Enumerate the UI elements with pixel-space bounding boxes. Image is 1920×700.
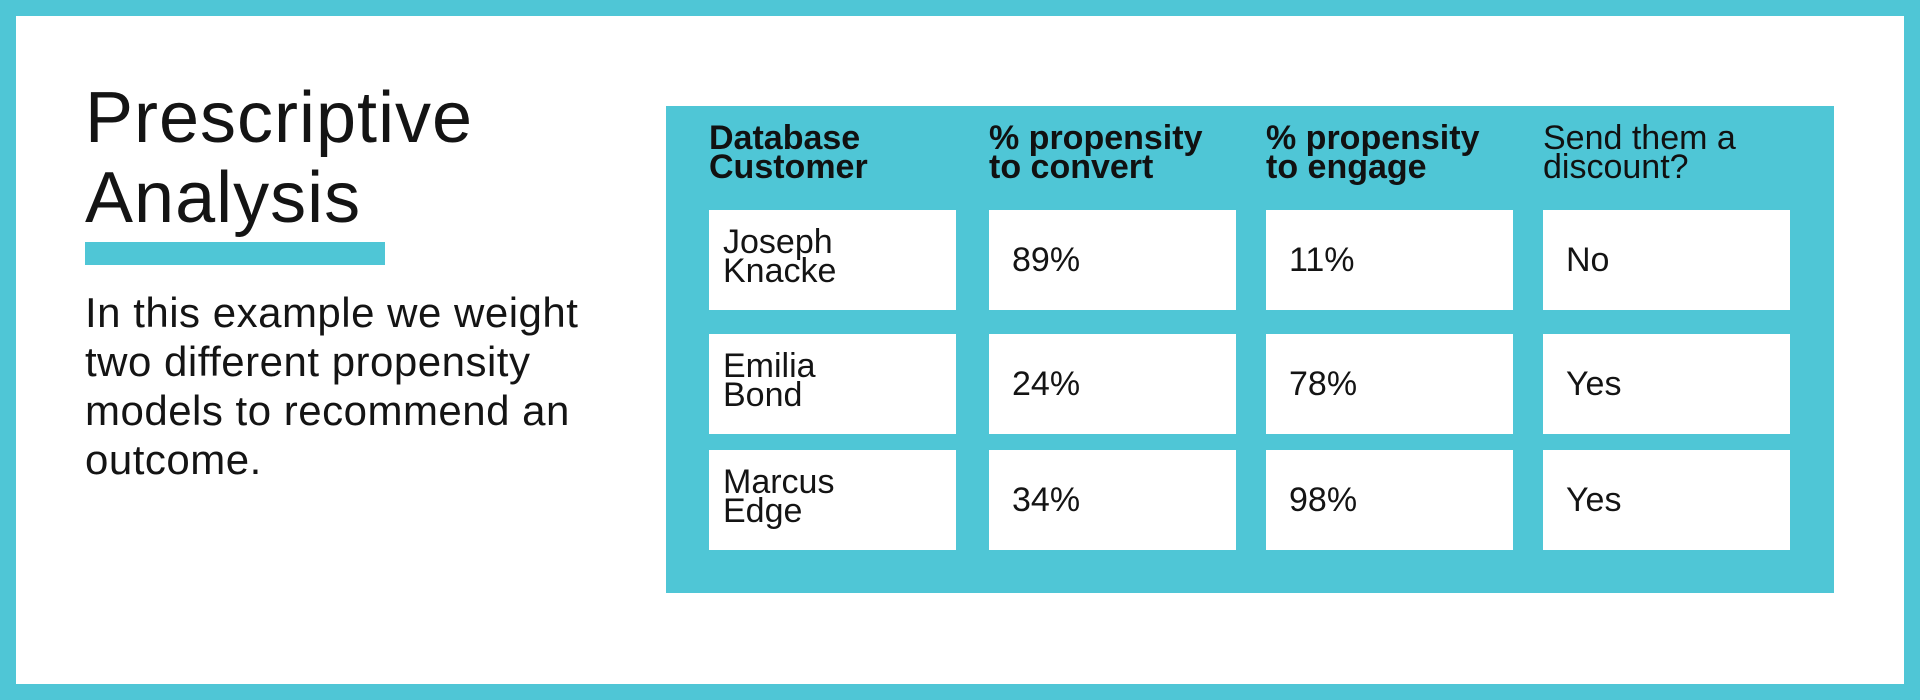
customer-last-name: Knacke [723,252,837,290]
slide-title: Prescriptive Analysis [85,78,473,238]
customer-last-name: Edge [723,492,803,530]
title-line-1: Prescriptive [85,78,474,158]
engage-cell: 98% [1266,450,1513,550]
convert-value: 34% [1012,480,1081,519]
customer-first-name: Marcus [723,463,835,501]
discount-value: Yes [1566,480,1622,519]
customer-first-name: Emilia [723,347,816,385]
discount-cell: Yes [1543,450,1790,550]
customer-name-cell: Marcus Edge [709,450,956,550]
engage-cell: 11% [1266,210,1513,310]
header-line: % propensity [1266,119,1480,157]
header-line: Send them a [1543,119,1736,157]
convert-cell: 89% [989,210,1236,310]
engage-value: 98% [1289,480,1358,519]
slide-frame: Prescriptive Analysis In this example we… [16,16,1904,684]
header-line: to convert [989,148,1154,186]
engage-value: 78% [1289,364,1358,403]
header-line: discount? [1543,148,1689,186]
header-database-customer: Database Customer [709,119,969,186]
customer-last-name: Bond [723,376,803,414]
customer-name-cell: Joseph Knacke [709,210,956,310]
discount-value: No [1566,240,1610,279]
convert-value: 89% [1012,240,1081,279]
header-line: % propensity [989,119,1203,157]
header-propensity-engage: % propensity to engage [1266,119,1526,186]
discount-cell: No [1543,210,1790,310]
header-line: Database [709,119,861,157]
propensity-table: Database Customer % propensity to conver… [666,106,1834,593]
engage-value: 11% [1289,240,1355,279]
title-underline [85,242,385,265]
engage-cell: 78% [1266,334,1513,434]
header-send-discount: Send them a discount? [1543,119,1803,186]
customer-name-cell: Emilia Bond [709,334,956,434]
header-propensity-convert: % propensity to convert [989,119,1249,186]
discount-value: Yes [1566,364,1622,403]
slide-description: In this example we weight two different … [85,289,579,483]
convert-cell: 34% [989,450,1236,550]
customer-first-name: Joseph [723,223,833,261]
discount-cell: Yes [1543,334,1790,434]
convert-cell: 24% [989,334,1236,434]
header-line: to engage [1266,148,1427,186]
header-line: Customer [709,148,868,186]
title-line-2: Analysis [85,158,362,238]
convert-value: 24% [1012,364,1081,403]
